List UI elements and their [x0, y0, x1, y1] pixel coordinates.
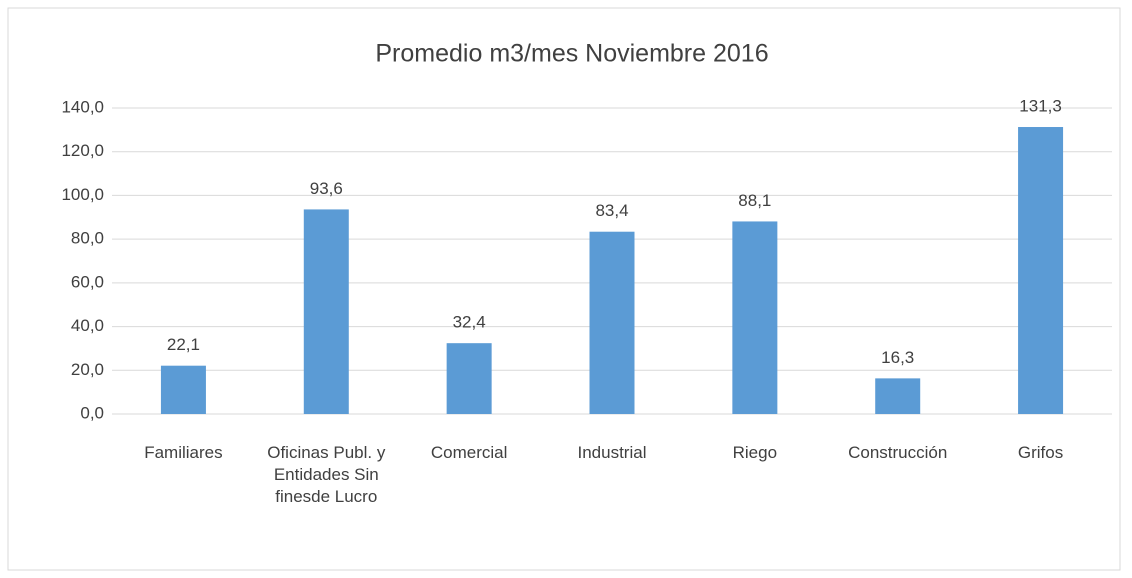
bar	[160, 365, 206, 414]
data-label: 88,1	[738, 191, 771, 210]
y-tick-label: 0,0	[80, 403, 104, 422]
x-tick-label: Construcción	[848, 443, 948, 462]
y-tick-label: 60,0	[71, 272, 104, 291]
x-tick-label: Comercial	[430, 443, 508, 462]
bar	[446, 343, 492, 414]
data-label: 93,6	[310, 179, 343, 198]
y-tick-label: 120,0	[61, 141, 104, 160]
data-label: 16,3	[881, 348, 914, 367]
chart-border	[7, 7, 1121, 571]
y-tick-label: 100,0	[61, 185, 104, 204]
x-tick-label: Industrial	[577, 443, 647, 462]
y-tick-label: 140,0	[61, 97, 104, 116]
x-tick-label: Oficinas Publ. y Entidades Sin finesde L…	[267, 443, 386, 506]
x-tick-label: Grifos	[1017, 443, 1064, 462]
x-tick-label: Familiares	[144, 443, 223, 462]
bar	[303, 209, 349, 414]
x-tick-label: Riego	[732, 443, 778, 462]
bar	[589, 231, 635, 414]
bar	[732, 221, 778, 414]
bar	[875, 378, 921, 414]
data-label: 131,3	[1019, 97, 1062, 116]
bar	[1018, 127, 1064, 414]
data-label: 22,1	[167, 335, 200, 354]
y-tick-label: 80,0	[71, 229, 104, 248]
y-tick-label: 40,0	[71, 316, 104, 335]
data-label: 83,4	[595, 201, 628, 220]
chart-title: Promedio m3/mes Noviembre 2016	[375, 40, 768, 68]
y-tick-label: 20,0	[71, 360, 104, 379]
data-label: 32,4	[453, 313, 486, 332]
